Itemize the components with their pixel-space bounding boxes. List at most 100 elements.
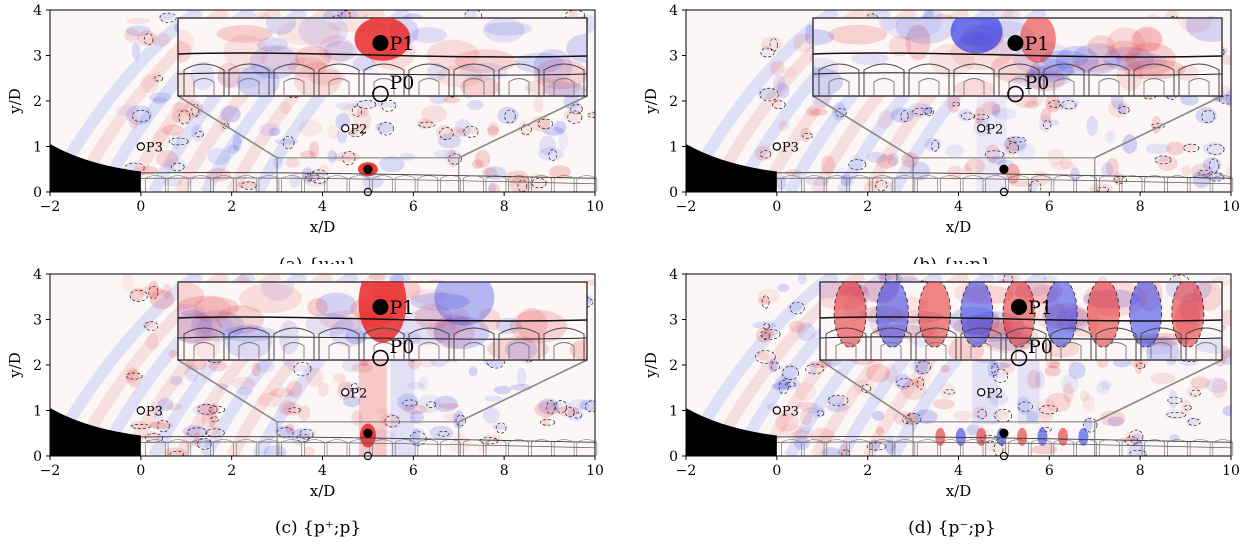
field-patch <box>800 127 812 143</box>
inset-patch <box>454 49 517 74</box>
inset-shock-cell <box>228 63 270 96</box>
field-patch <box>493 385 512 395</box>
contour-dashed <box>916 360 931 375</box>
field-patch <box>205 168 232 182</box>
field-patch <box>300 150 316 159</box>
field-patch <box>771 382 792 391</box>
field-patch <box>1063 382 1074 403</box>
field-patch <box>421 105 447 124</box>
inset-shock-cell <box>915 327 957 360</box>
contour-dashed <box>546 400 555 415</box>
contour-dashed <box>351 105 363 117</box>
shock-cell-contour <box>985 439 1007 456</box>
shock-cell-contour <box>1098 439 1120 456</box>
shock-cell-contour <box>871 439 893 456</box>
field-patch <box>1032 170 1051 186</box>
shock-cell-contour <box>258 175 280 192</box>
zoom-connector <box>812 95 914 159</box>
contour-dashed <box>924 107 934 117</box>
field-patch <box>483 406 500 424</box>
contour-dashed <box>521 123 532 136</box>
contour-dashed <box>157 419 170 433</box>
field-patch <box>800 408 813 426</box>
inset-shock-cell <box>1133 63 1175 96</box>
contour-dashed <box>1118 106 1130 115</box>
contour-dashed <box>1042 120 1052 129</box>
contour-dashed <box>170 162 185 172</box>
inset-shock-cell <box>925 342 947 360</box>
field-patch <box>1096 380 1110 395</box>
field-patch <box>1083 417 1093 432</box>
contour-dashed <box>437 430 450 437</box>
field-patch <box>1181 399 1191 415</box>
inset-patch <box>888 35 912 57</box>
contour-dashed <box>196 437 212 450</box>
field-patch <box>149 290 175 310</box>
probe-p2 <box>341 388 350 397</box>
x-tick-label: 10 <box>586 463 604 479</box>
nozzle-body <box>50 144 141 192</box>
inset-shock-cell <box>870 327 912 360</box>
inset-patch <box>178 295 240 320</box>
shock-cell-contour <box>894 439 916 456</box>
field-patch <box>437 133 461 149</box>
field-patch <box>999 358 1016 375</box>
inset-probe-label-p0: P0 <box>1028 336 1053 358</box>
inset-shock-cell <box>960 327 1002 360</box>
shock-cell-contour <box>508 175 529 192</box>
field-patch <box>1016 143 1036 161</box>
field-patch <box>407 382 425 390</box>
inset-patch <box>178 40 192 64</box>
contour-dashed <box>772 100 786 110</box>
field-patch <box>342 395 361 408</box>
shock-cell-contour <box>1030 439 1052 456</box>
field-patch <box>924 138 942 152</box>
contour-dashed <box>789 301 805 315</box>
field-patch <box>556 406 580 417</box>
wave-packet <box>1078 427 1089 446</box>
field-patch <box>1205 377 1229 394</box>
x-tick-label: 0 <box>136 199 145 215</box>
field-patch <box>457 127 480 135</box>
wave-packet <box>1017 427 1028 446</box>
inset-patch <box>433 316 490 350</box>
inset-patch <box>260 282 295 301</box>
field-patch <box>853 379 875 396</box>
field-patch <box>170 376 184 386</box>
probe-p3 <box>772 406 782 415</box>
field-patch <box>191 124 204 142</box>
contour-dashed <box>564 407 575 418</box>
contour-dashed <box>805 363 825 375</box>
field-patch <box>368 274 388 281</box>
contour-dashed <box>1207 143 1225 156</box>
field-patch <box>306 180 327 187</box>
field-patch <box>251 362 261 377</box>
field-patch <box>285 423 295 434</box>
field-patch <box>752 321 777 330</box>
contour-dashed <box>816 410 824 417</box>
field-patch <box>872 410 885 421</box>
field-patch <box>838 443 849 456</box>
field-patch <box>958 109 974 122</box>
inset-patch <box>1040 50 1089 69</box>
y-tick-label: 2 <box>33 358 42 374</box>
inset-shock-cell <box>1178 63 1220 96</box>
field-patch <box>569 398 590 410</box>
field-patch <box>546 400 572 411</box>
field-patch <box>1059 157 1073 169</box>
inset-contour <box>1087 282 1120 348</box>
field-patch <box>1213 94 1231 104</box>
contour-dashed <box>885 274 898 284</box>
shear-layer-line <box>140 441 596 449</box>
shear-layer-line <box>140 177 596 185</box>
field-patch <box>811 406 826 418</box>
field-patch <box>558 131 569 151</box>
inset-shock-cell <box>508 342 530 360</box>
shock-cell-contour <box>531 439 552 456</box>
field-patch <box>911 377 925 388</box>
inset-shock-cell <box>1195 342 1217 360</box>
x-tick-label: 10 <box>586 199 604 215</box>
field-patch <box>122 274 134 292</box>
field-patch <box>149 420 166 429</box>
x-tick-label: 2 <box>227 199 236 215</box>
